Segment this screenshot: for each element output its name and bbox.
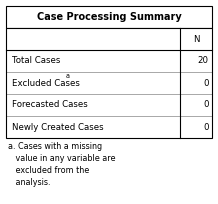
Text: a: a <box>65 73 69 79</box>
Text: Total Cases: Total Cases <box>12 57 60 65</box>
FancyBboxPatch shape <box>6 6 212 28</box>
Text: value in any variable are: value in any variable are <box>8 154 116 163</box>
Text: 0: 0 <box>203 101 208 110</box>
Text: Forecasted Cases: Forecasted Cases <box>12 101 87 110</box>
Text: Case Processing Summary: Case Processing Summary <box>37 12 181 22</box>
Text: analysis.: analysis. <box>8 178 51 187</box>
Text: 20: 20 <box>198 57 208 65</box>
Text: excluded from the: excluded from the <box>8 166 89 175</box>
Text: N: N <box>193 34 199 43</box>
Text: 0: 0 <box>203 79 208 88</box>
Text: Excluded Cases: Excluded Cases <box>12 79 79 88</box>
Text: Newly Created Cases: Newly Created Cases <box>12 122 103 132</box>
FancyBboxPatch shape <box>6 28 212 138</box>
Text: a. Cases with a missing: a. Cases with a missing <box>8 142 102 151</box>
Text: 0: 0 <box>203 122 208 132</box>
